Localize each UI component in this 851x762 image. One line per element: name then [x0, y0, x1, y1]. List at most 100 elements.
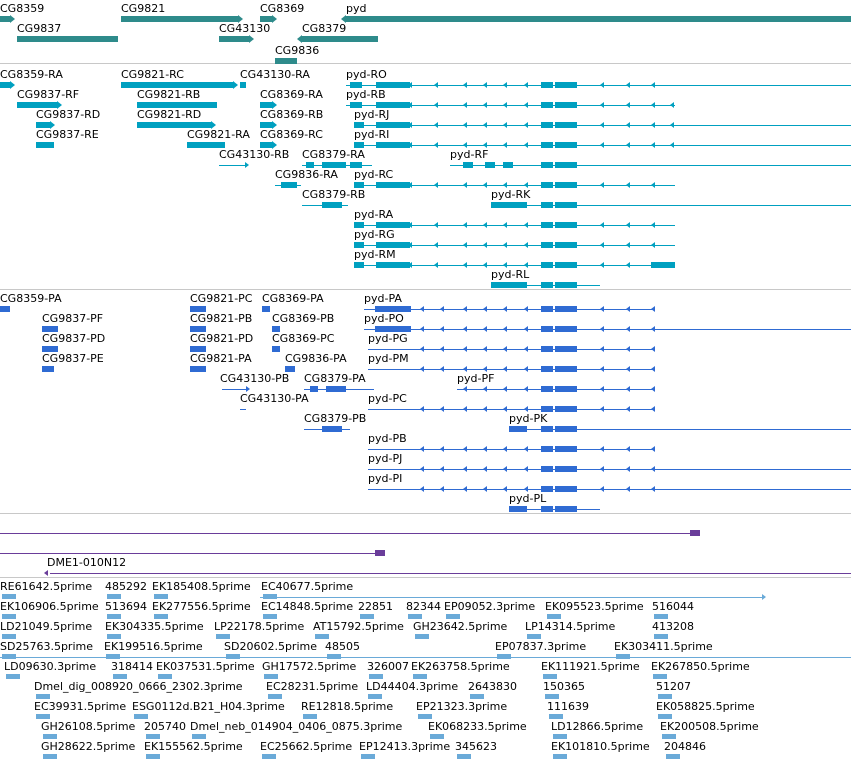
- exon-block[interactable]: [354, 262, 364, 268]
- feature-label[interactable]: CG8379-PB: [304, 412, 367, 425]
- est-block[interactable]: [457, 754, 471, 759]
- cds-block[interactable]: [326, 386, 346, 392]
- est-block[interactable]: [2, 634, 16, 639]
- exon-block[interactable]: [555, 162, 577, 168]
- gene-bar[interactable]: [260, 16, 272, 22]
- feature-label[interactable]: pyd-RK: [491, 188, 531, 201]
- cds-block[interactable]: [375, 306, 411, 312]
- feature-label[interactable]: pyd-PL: [509, 492, 547, 505]
- feature-label[interactable]: CG8369-RA: [260, 88, 323, 101]
- exon-block[interactable]: [36, 142, 54, 148]
- est-label[interactable]: EP12413.3prime: [359, 740, 451, 753]
- exon-block[interactable]: [555, 222, 577, 228]
- cds-block[interactable]: [555, 486, 577, 492]
- est-block[interactable]: [216, 634, 230, 639]
- est-block[interactable]: [527, 634, 541, 639]
- est-block[interactable]: [36, 714, 50, 719]
- gene-bar[interactable]: [0, 16, 10, 22]
- est-label[interactable]: EP07837.3prime: [495, 640, 587, 653]
- feature-label[interactable]: pyd-PF: [457, 372, 495, 385]
- exon-block[interactable]: [555, 122, 577, 128]
- est-label[interactable]: GH23642.5prime: [413, 620, 508, 633]
- est-label[interactable]: 516044: [652, 600, 694, 613]
- est-block[interactable]: [107, 614, 121, 619]
- est-label[interactable]: EC25662.5prime: [260, 740, 353, 753]
- est-label[interactable]: LP22178.5prime: [214, 620, 305, 633]
- exon-block[interactable]: [17, 102, 57, 108]
- exon-block[interactable]: [354, 182, 364, 188]
- exon-block[interactable]: [463, 162, 473, 168]
- est-label[interactable]: EK106906.5prime: [0, 600, 99, 613]
- est-block[interactable]: [430, 734, 444, 739]
- est-label[interactable]: RE12818.5prime: [301, 700, 394, 713]
- est-label[interactable]: LP14314.5prime: [525, 620, 616, 633]
- est-block[interactable]: [549, 714, 563, 719]
- exon-block[interactable]: [376, 82, 410, 88]
- feature-label[interactable]: pyd-RG: [354, 228, 395, 241]
- cdna-block[interactable]: [690, 530, 700, 536]
- est-label[interactable]: SD25763.5prime: [0, 640, 93, 653]
- feature-label[interactable]: pyd-PC: [368, 392, 407, 405]
- est-label[interactable]: LD21049.5prime: [0, 620, 93, 633]
- cds-block[interactable]: [310, 386, 318, 392]
- feature-label[interactable]: pyd-PO: [364, 312, 404, 325]
- feature-label[interactable]: CG8369-RB: [260, 108, 324, 121]
- gene-bar[interactable]: [346, 16, 851, 22]
- exon-block[interactable]: [240, 82, 246, 88]
- est-label[interactable]: Dmel_dig_008920_0666_2302.3prime: [34, 680, 243, 693]
- est-block[interactable]: [553, 734, 567, 739]
- exon-block[interactable]: [121, 82, 233, 88]
- exon-block[interactable]: [555, 202, 577, 208]
- cds-block[interactable]: [42, 326, 58, 332]
- feature-label[interactable]: CG8359-RA: [0, 68, 63, 81]
- cds-block[interactable]: [541, 486, 553, 492]
- feature-label[interactable]: CG9836-PA: [285, 352, 347, 365]
- feature-label[interactable]: pyd-RC: [354, 168, 394, 181]
- est-block[interactable]: [547, 614, 561, 619]
- cds-block[interactable]: [42, 346, 58, 352]
- feature-label[interactable]: CG8369-PB: [272, 312, 335, 325]
- exon-block[interactable]: [322, 162, 346, 168]
- est-label[interactable]: EK068233.5prime: [428, 720, 527, 733]
- est-label[interactable]: EK199516.5prime: [104, 640, 203, 653]
- est-label[interactable]: 150365: [543, 680, 585, 693]
- est-block[interactable]: [36, 694, 50, 699]
- exon-block[interactable]: [322, 202, 342, 208]
- est-block[interactable]: [654, 634, 668, 639]
- feature-label[interactable]: CG9836-RA: [275, 168, 338, 181]
- est-block[interactable]: [263, 594, 277, 599]
- exon-block[interactable]: [354, 222, 364, 228]
- cds-block[interactable]: [541, 446, 553, 452]
- cds-block[interactable]: [375, 326, 411, 332]
- exon-block[interactable]: [137, 122, 211, 128]
- feature-label[interactable]: CG43130-PB: [220, 372, 290, 385]
- est-block[interactable]: [658, 694, 672, 699]
- est-block[interactable]: [470, 694, 484, 699]
- cds-block[interactable]: [555, 366, 577, 372]
- est-block[interactable]: [154, 614, 168, 619]
- est-block[interactable]: [107, 634, 121, 639]
- est-label[interactable]: ESG0112d.B21_H04.3prime: [132, 700, 285, 713]
- cds-block[interactable]: [541, 466, 553, 472]
- exon-block[interactable]: [376, 222, 410, 228]
- feature-label[interactable]: CG9821-RC: [121, 68, 184, 81]
- cds-block[interactable]: [555, 446, 577, 452]
- est-block[interactable]: [543, 674, 557, 679]
- feature-label[interactable]: CG8369-PC: [272, 332, 335, 345]
- gene-bar[interactable]: [275, 58, 297, 64]
- est-label[interactable]: 345623: [455, 740, 497, 753]
- feature-label[interactable]: CG9837-PF: [42, 312, 104, 325]
- cds-block[interactable]: [322, 426, 342, 432]
- est-block[interactable]: [368, 694, 382, 699]
- exon-block[interactable]: [376, 122, 410, 128]
- est-block[interactable]: [263, 614, 277, 619]
- exon-block[interactable]: [555, 142, 577, 148]
- est-block[interactable]: [134, 714, 148, 719]
- feature-label[interactable]: CG8369: [260, 2, 305, 15]
- cds-block[interactable]: [555, 506, 577, 512]
- gene-bar[interactable]: [121, 16, 238, 22]
- feature-label[interactable]: CG8379-RA: [302, 148, 365, 161]
- est-label[interactable]: EK155562.5prime: [144, 740, 243, 753]
- exon-block[interactable]: [350, 102, 362, 108]
- feature-label[interactable]: CG9821-PB: [190, 312, 253, 325]
